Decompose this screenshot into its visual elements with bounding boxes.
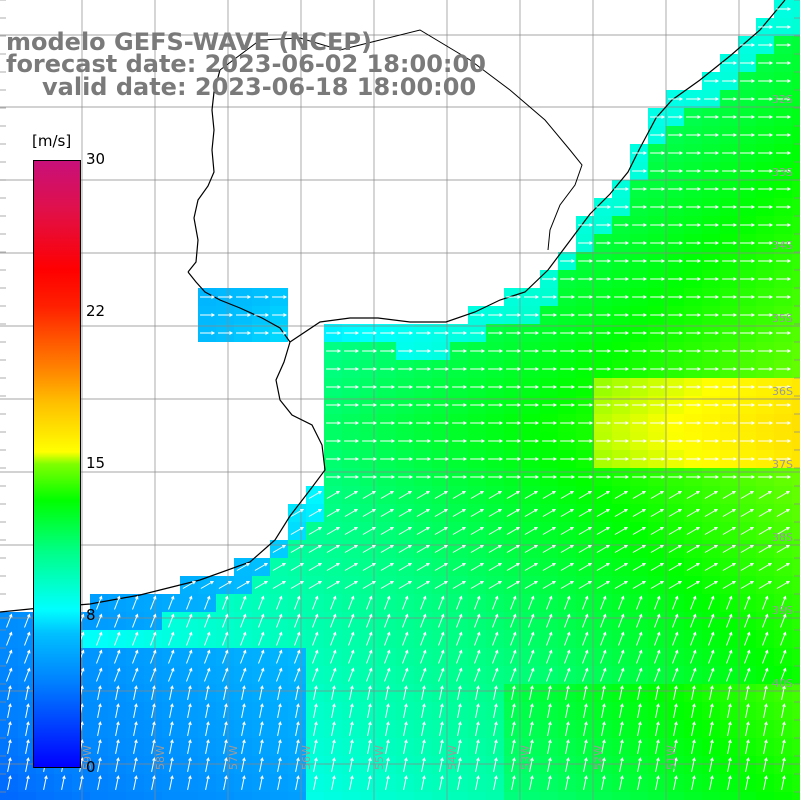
lon-label: 57W — [227, 745, 240, 770]
lat-label: 36S — [772, 385, 793, 398]
model-title: modelo GEFS-WAVE (NCEP) — [6, 28, 372, 56]
lat-label: 37S — [772, 458, 793, 471]
colorbar-tick-22: 22 — [86, 302, 106, 320]
lat-label: 35S — [772, 312, 793, 325]
lon-label: 51W — [665, 745, 678, 770]
colorbar-tick-30: 30 — [86, 150, 106, 168]
lat-label: 40S — [772, 677, 793, 690]
lat-label: 32S — [772, 93, 793, 106]
lon-label: 53W — [519, 745, 532, 770]
forecast-date: forecast date: 2023-06-02 18:00:00 — [6, 50, 486, 78]
lat-label: 38S — [772, 531, 793, 544]
wind-arrows — [6, 7, 792, 790]
lat-label: 39S — [772, 604, 793, 617]
lon-label: 52W — [592, 745, 605, 770]
lon-label: 56W — [300, 745, 313, 770]
lat-label: 34S — [772, 239, 793, 252]
valid-date: valid date: 2023-06-18 18:00:00 — [42, 73, 477, 101]
lon-label: 55W — [373, 745, 386, 770]
lon-label: 59W — [81, 745, 94, 770]
colorbar-tick-0: 0 — [86, 758, 96, 776]
coastline — [0, 69, 326, 613]
border-line — [219, 29, 583, 251]
lat-label: 33S — [772, 166, 793, 179]
lon-label: 54W — [446, 745, 459, 770]
colorbar-tick-15: 15 — [86, 454, 106, 472]
colorbar-tick-8: 8 — [86, 606, 96, 624]
colorbar-unit: [m/s] — [32, 132, 72, 150]
lon-label: 58W — [154, 745, 167, 770]
colorbar — [33, 160, 81, 768]
coastline-river-plate-north — [289, 0, 786, 343]
